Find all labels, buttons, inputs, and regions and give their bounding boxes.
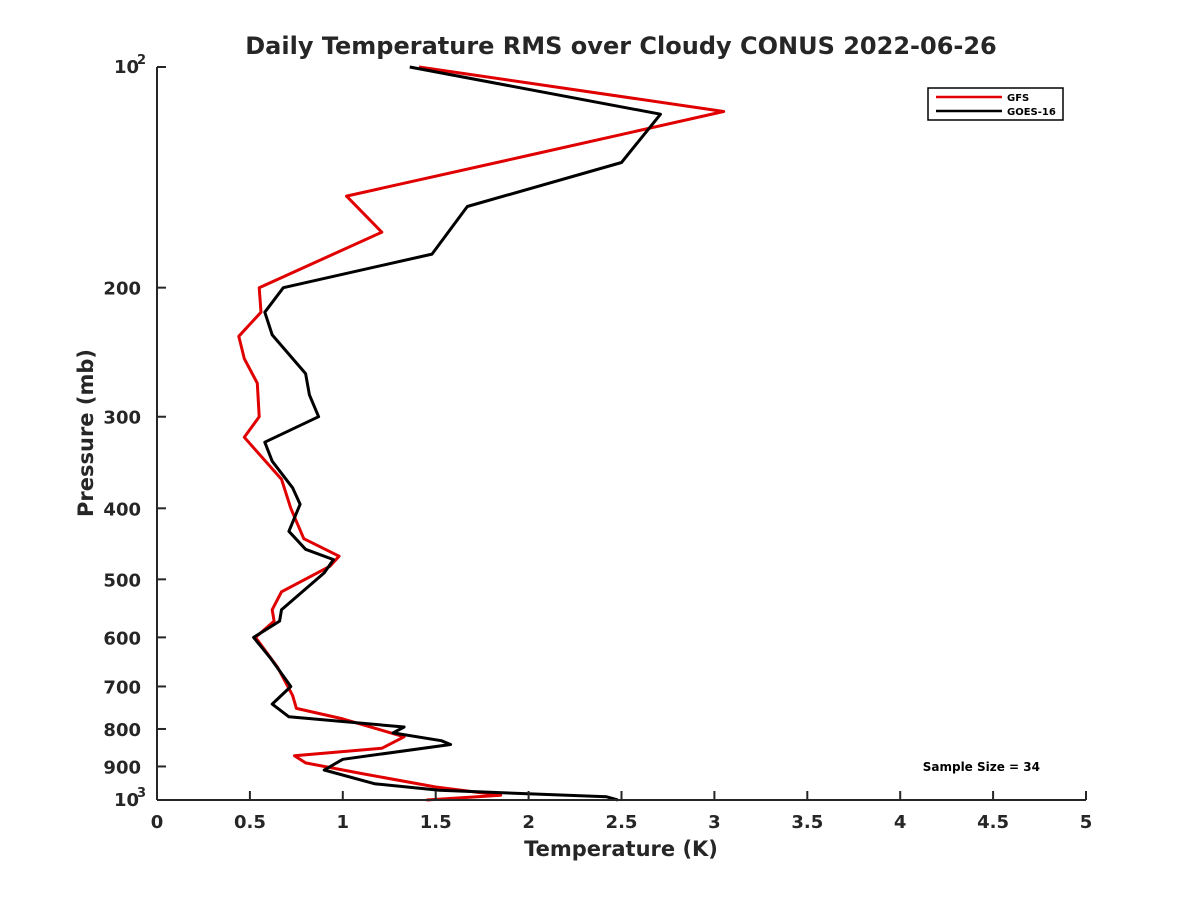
y-tick-label: 500: [103, 570, 141, 591]
y-tick-label: 10: [114, 790, 139, 811]
series-line-goes16: [252, 65, 662, 802]
legend-label-gfs: GFS: [1007, 93, 1029, 104]
y-axis-label: Pressure (mb): [74, 349, 98, 517]
x-tick-label: 4.5: [977, 812, 1009, 833]
legend-label-goes16: GOES-16: [1007, 107, 1056, 118]
chart-title: Daily Temperature RMS over Cloudy CONUS …: [245, 32, 997, 60]
y-tick-label: 400: [103, 499, 141, 520]
x-tick-label: 3.5: [791, 812, 823, 833]
x-tick-label: 2.5: [606, 812, 638, 833]
x-axis-label: Temperature (K): [524, 837, 718, 861]
x-tick-label: 3: [708, 812, 721, 833]
x-tick-label: 2: [522, 812, 535, 833]
x-tick-label: 4: [894, 812, 907, 833]
sample-size-annotation: Sample Size = 34: [923, 760, 1040, 774]
y-tick-label: 200: [103, 279, 141, 300]
y-tick-label: 300: [103, 408, 141, 429]
x-tick-label: 5: [1080, 812, 1093, 833]
x-tick-label: 1: [337, 812, 350, 833]
x-tick-label: 1.5: [420, 812, 452, 833]
legend-box: [927, 87, 1064, 121]
y-tick-label: 10: [114, 57, 139, 78]
y-tick-exponent: 3: [137, 786, 146, 801]
x-tick-label: 0: [151, 812, 164, 833]
x-tick-label: 0.5: [234, 812, 266, 833]
y-tick-exponent: 2: [137, 53, 146, 68]
y-tick-label: 700: [103, 677, 141, 698]
x-axis-ticks: 0 0.5 1 1.5 2 2.5 3 3.5 4 4.5 5: [151, 791, 1093, 833]
y-tick-label: 600: [103, 628, 141, 649]
y-tick-label: 900: [103, 757, 141, 778]
y-tick-label: 800: [103, 720, 141, 741]
plot-area: [237, 65, 726, 802]
legend: GFS GOES-16: [927, 87, 1064, 121]
